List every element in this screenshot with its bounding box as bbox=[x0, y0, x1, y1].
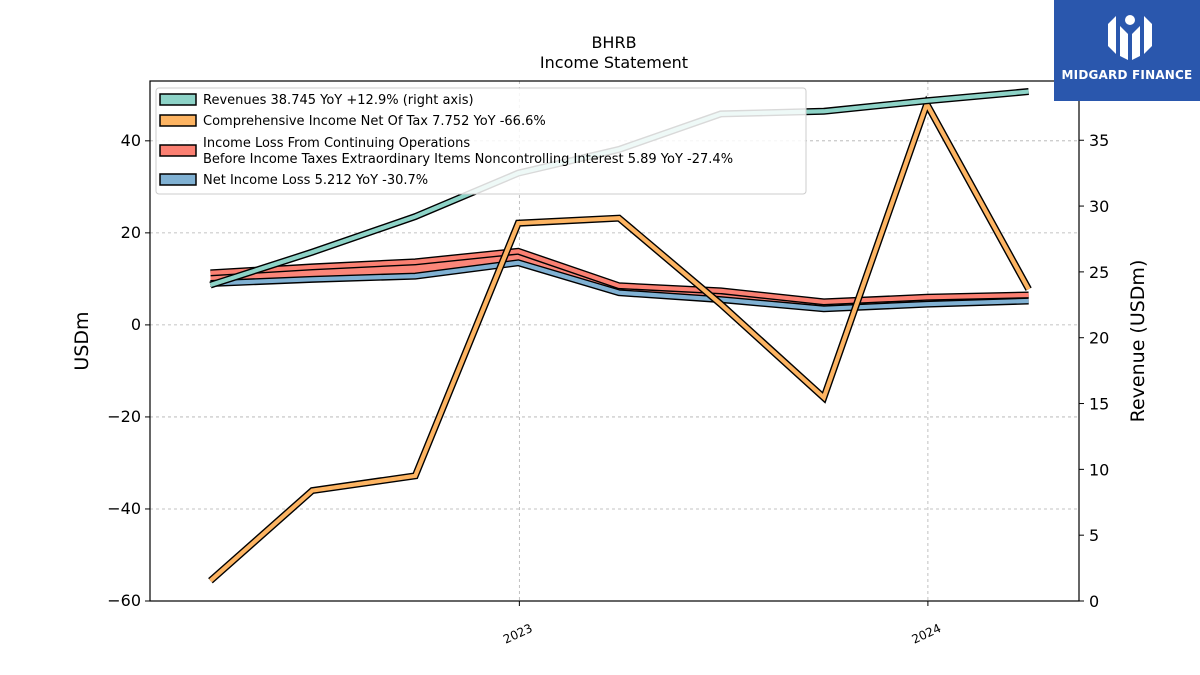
chart-subtitle: Income Statement bbox=[540, 53, 688, 72]
y2-tick-label: 15 bbox=[1089, 395, 1109, 414]
left-axis-ticks: −60 −40 −20 0 20 40 bbox=[107, 131, 150, 610]
legend: Revenues 38.745 YoY +12.9% (right axis) C… bbox=[155, 87, 807, 195]
series-3 bbox=[210, 259, 1029, 313]
legend-label: Income Loss From Continuing Operations bbox=[203, 136, 470, 151]
y2-tick-label: 10 bbox=[1089, 460, 1109, 479]
legend-label: Revenues 38.745 YoY +12.9% (right axis) bbox=[203, 93, 474, 108]
income-before-tax-fill bbox=[210, 251, 1029, 309]
legend-box bbox=[155, 87, 807, 195]
chart-title: BHRB bbox=[591, 33, 636, 52]
y-tick-label: 40 bbox=[121, 131, 141, 150]
y-tick-label: −20 bbox=[107, 407, 141, 426]
right-axis-ticks: 0 5 10 15 20 25 30 35 bbox=[1079, 131, 1109, 611]
y2-tick-label: 0 bbox=[1089, 592, 1099, 611]
legend-swatch bbox=[159, 114, 197, 127]
series-2 bbox=[210, 247, 1029, 306]
right-axis-label: Revenue (USDm) bbox=[1127, 260, 1149, 423]
legend-swatch bbox=[159, 173, 197, 186]
y-tick-label: 0 bbox=[131, 315, 141, 334]
x-tick-label: 2023 bbox=[501, 621, 535, 647]
y2-tick-label: 20 bbox=[1089, 329, 1109, 348]
y-tick-label: 20 bbox=[121, 223, 141, 242]
series-lines bbox=[208, 88, 1032, 584]
y2-tick-label: 35 bbox=[1089, 131, 1109, 150]
brand-logo: MIDGARD FINANCE bbox=[1054, 0, 1200, 101]
legend-swatch bbox=[159, 93, 197, 106]
y-tick-label: −60 bbox=[107, 591, 141, 610]
y2-tick-label: 30 bbox=[1089, 197, 1109, 216]
legend-label: Comprehensive Income Net Of Tax 7.752 Yo… bbox=[203, 114, 546, 129]
left-axis-label: USDm bbox=[71, 311, 93, 370]
y2-tick-label: 5 bbox=[1089, 526, 1099, 545]
legend-label: Before Income Taxes Extraordinary Items … bbox=[203, 152, 733, 167]
plot-frame bbox=[149, 80, 1080, 602]
x-axis-ticks: 2023 2024 bbox=[501, 601, 943, 647]
y2-tick-label: 25 bbox=[1089, 263, 1109, 282]
legend-label: Net Income Loss 5.212 YoY -30.7% bbox=[203, 173, 428, 188]
x-tick-label: 2024 bbox=[910, 621, 944, 647]
series-1 bbox=[208, 95, 1032, 584]
legend-swatch bbox=[159, 144, 197, 157]
grid-lines bbox=[150, 81, 1079, 602]
brand-name: MIDGARD FINANCE bbox=[1061, 68, 1193, 82]
brand-mark-icon bbox=[1108, 15, 1152, 60]
y-tick-label: −40 bbox=[107, 499, 141, 518]
area-fills bbox=[210, 251, 1029, 309]
